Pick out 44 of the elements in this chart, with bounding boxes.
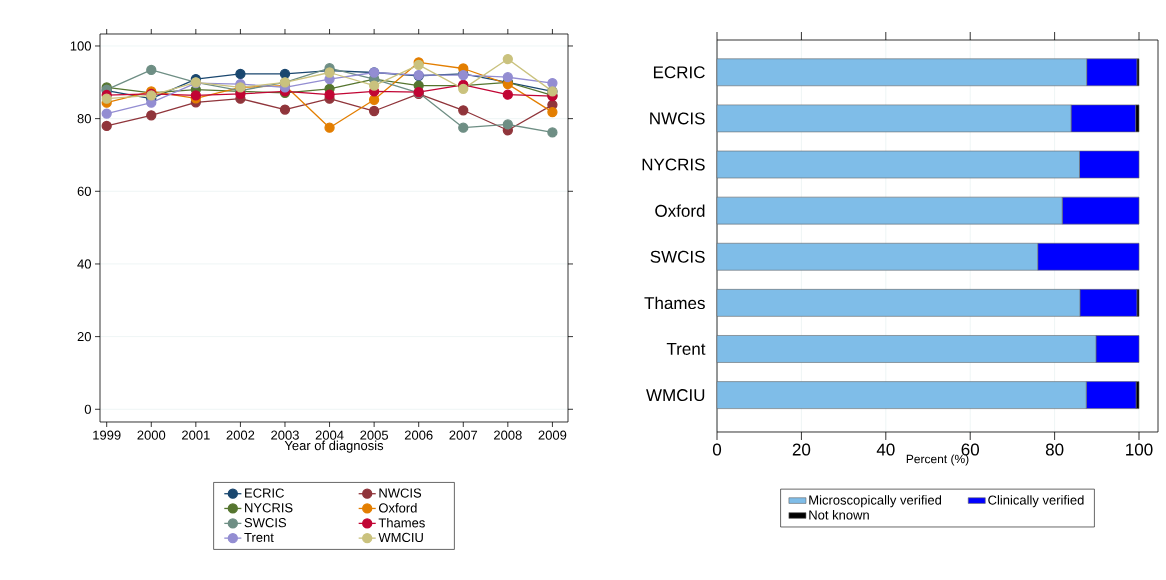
y-tick-label: 0 bbox=[84, 404, 91, 414]
x-tick-label: 2006 bbox=[404, 430, 433, 440]
y-tick-label: SWCIS bbox=[650, 250, 705, 263]
legend-label: Oxford bbox=[378, 503, 417, 513]
y-tick-label: ECRIC bbox=[653, 66, 705, 79]
legend-label: NYCRIS bbox=[245, 503, 293, 513]
legend-label: Trent bbox=[244, 532, 274, 542]
y-tick-label: 40 bbox=[77, 259, 91, 269]
x-tick-label: 80 bbox=[1045, 443, 1064, 456]
x-tick-label: 2004 bbox=[315, 430, 344, 440]
x-tick-label: 2000 bbox=[137, 430, 166, 440]
x-tick-label: 2002 bbox=[226, 430, 255, 440]
x-tick-label: 2007 bbox=[449, 430, 478, 440]
legend-label: SWCIS bbox=[244, 518, 287, 528]
x-tick-label: 2001 bbox=[182, 430, 210, 440]
legend-label: Clinically verified bbox=[988, 495, 1084, 508]
y-tick-label: NYCRIS bbox=[642, 158, 705, 171]
legend-label: WMCIU bbox=[378, 532, 423, 543]
legend-label: Microscopically verified bbox=[809, 495, 942, 508]
y-tick-label: 80 bbox=[77, 114, 91, 124]
legend-label: ECRIC bbox=[245, 488, 284, 498]
x-tick-label: 20 bbox=[792, 443, 811, 456]
x-tick-label: 2003 bbox=[271, 430, 299, 440]
x-tick-label: 40 bbox=[876, 443, 895, 456]
x-tick-label: 0 bbox=[712, 443, 722, 456]
x-tick-label: 1999 bbox=[93, 430, 121, 440]
x-axis-title: Percent (%) bbox=[906, 454, 969, 466]
y-tick-label: 100 bbox=[70, 41, 91, 51]
y-tick-label: WMCIU bbox=[646, 389, 705, 402]
y-tick-label: 20 bbox=[77, 332, 91, 342]
x-tick-label: 2008 bbox=[494, 430, 522, 440]
y-tick-label: Trent bbox=[666, 343, 706, 355]
legend-label: Not known bbox=[809, 510, 869, 520]
legend-label: Thames bbox=[378, 517, 425, 528]
y-tick-label: 60 bbox=[77, 186, 91, 196]
y-tick-label: Oxford bbox=[655, 204, 705, 217]
x-tick-label: 60 bbox=[961, 443, 980, 456]
x-tick-label: 2009 bbox=[538, 430, 567, 440]
y-tick-label: Thames bbox=[644, 296, 705, 310]
x-axis-title: Year of diagnosis bbox=[284, 440, 384, 453]
x-tick-label: 2005 bbox=[360, 430, 389, 440]
y-tick-label: NWCIS bbox=[650, 112, 705, 125]
x-tick-label: 100 bbox=[1126, 443, 1153, 456]
legend-label: NWCIS bbox=[379, 488, 422, 498]
